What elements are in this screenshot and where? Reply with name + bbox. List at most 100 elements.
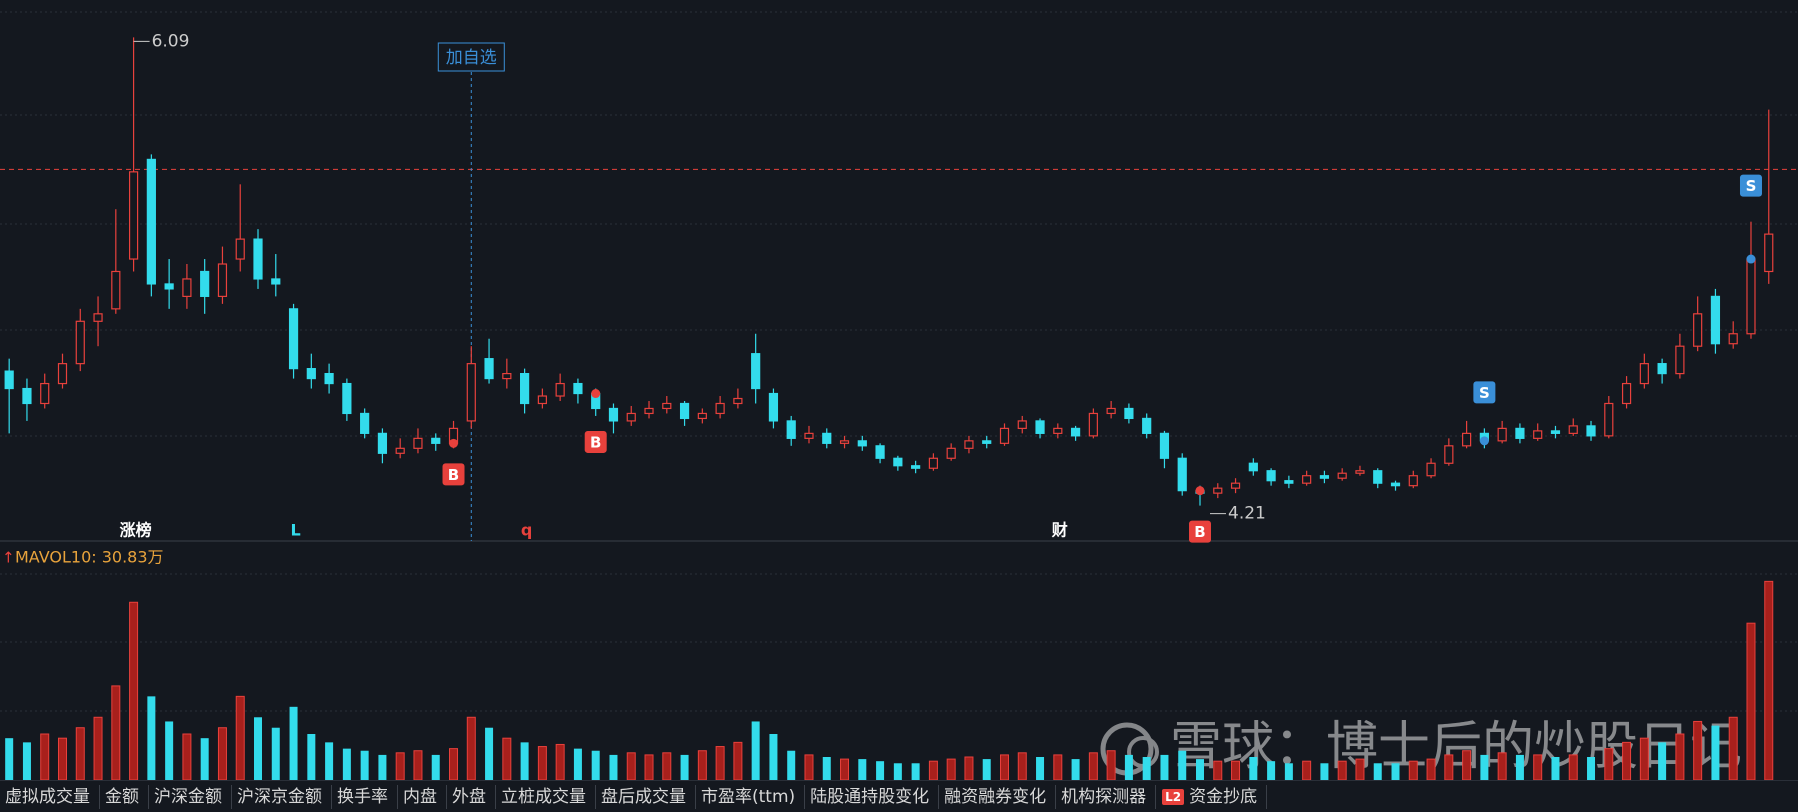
signal-label: B bbox=[1194, 523, 1205, 541]
candle-body bbox=[964, 440, 974, 449]
volume-bar bbox=[1658, 742, 1667, 780]
volume-bar bbox=[626, 752, 636, 780]
volume-bar bbox=[1515, 754, 1524, 780]
candle-body bbox=[360, 412, 370, 434]
volume-bar bbox=[111, 685, 121, 780]
volume-bar bbox=[217, 727, 227, 780]
volume-bar bbox=[1017, 752, 1027, 780]
grid bbox=[0, 11, 1798, 712]
candle-body bbox=[1319, 475, 1330, 479]
volume-bar bbox=[1036, 757, 1045, 780]
signal-badge bbox=[1739, 174, 1762, 197]
volume-bar bbox=[1551, 757, 1560, 780]
signal-badge bbox=[1189, 520, 1212, 543]
indicator-tab[interactable]: 换手率 bbox=[332, 784, 398, 809]
volume-bar bbox=[1302, 760, 1312, 780]
candle-body bbox=[1639, 363, 1649, 385]
indicator-tab[interactable]: 沪深金额 bbox=[149, 784, 232, 809]
volume-bar bbox=[1053, 754, 1063, 780]
volume-bar bbox=[946, 758, 956, 780]
indicator-tab[interactable]: 虚拟成交量 bbox=[0, 784, 100, 809]
volume-bar bbox=[1622, 741, 1632, 780]
candle-body bbox=[893, 457, 903, 467]
volume-bar bbox=[1284, 763, 1293, 780]
volume-bar bbox=[431, 754, 440, 780]
candle-body bbox=[93, 313, 103, 322]
indicator-tab[interactable]: 机构探测器 bbox=[1056, 784, 1157, 809]
candle-body bbox=[466, 363, 476, 422]
volume-bar bbox=[57, 737, 67, 780]
candle-body bbox=[1728, 333, 1738, 345]
indicator-tab[interactable]: 陆股通持股变化 bbox=[805, 784, 940, 809]
candle-body bbox=[857, 440, 867, 447]
volume-bar bbox=[1088, 752, 1098, 780]
signal-dot bbox=[1479, 436, 1489, 446]
indicator-tab[interactable]: 融资融券变化 bbox=[939, 784, 1057, 809]
signal-badge bbox=[442, 463, 465, 486]
candle-body bbox=[413, 437, 423, 449]
volume-bar bbox=[733, 741, 743, 780]
volume-bar bbox=[271, 727, 280, 780]
candle-body bbox=[1053, 427, 1063, 434]
candle-body bbox=[822, 432, 832, 444]
indicator-tab[interactable]: 盘后成交量 bbox=[596, 784, 696, 809]
volume-bar bbox=[1249, 757, 1258, 780]
volume-bar bbox=[165, 721, 174, 780]
indicator-tab[interactable]: 资金抄底 bbox=[1184, 784, 1268, 809]
volume-bar bbox=[697, 750, 707, 780]
volume-bar bbox=[342, 748, 351, 780]
candle-body bbox=[1657, 363, 1667, 375]
volume-bar bbox=[555, 743, 565, 780]
volume-bar bbox=[1693, 720, 1703, 780]
indicator-tabs: 虚拟成交量 金额 沪深金额 沪深京金额 换手率 内盘 外盘 立桩成交量 盘后成交量 市盈率(ttm… bbox=[0, 780, 1798, 812]
volume-bar bbox=[751, 721, 760, 780]
candle-body bbox=[1675, 345, 1685, 375]
indicator-tab[interactable]: 沪深京金额 bbox=[232, 784, 332, 809]
volume-bar bbox=[1444, 754, 1454, 780]
signal-dot bbox=[1746, 254, 1756, 264]
volume-bar bbox=[289, 706, 298, 780]
volume-bar bbox=[1533, 754, 1543, 780]
candle-body bbox=[111, 270, 121, 310]
candle-body bbox=[1550, 430, 1561, 434]
volume-bar bbox=[1746, 622, 1756, 780]
volume-bar bbox=[1462, 750, 1472, 780]
indicator-tab[interactable]: 立桩成交量 bbox=[496, 784, 596, 809]
candle-body bbox=[608, 407, 619, 422]
indicator-tab[interactable]: 市盈率(ttm) bbox=[696, 784, 806, 809]
signal-label: B bbox=[448, 466, 459, 484]
indicator-tab[interactable]: 金额 bbox=[100, 784, 149, 809]
candle-body bbox=[22, 387, 32, 405]
volume-bar bbox=[928, 760, 938, 780]
candle-body bbox=[1230, 482, 1241, 489]
candle-body bbox=[377, 432, 388, 454]
signal-dot bbox=[591, 389, 601, 399]
candle-body bbox=[1497, 427, 1507, 442]
candle-body bbox=[1604, 402, 1614, 437]
event-tag: q bbox=[521, 521, 532, 540]
candle-body bbox=[928, 457, 939, 469]
volume-bar bbox=[200, 738, 209, 780]
candle-body bbox=[288, 308, 299, 370]
indicator-tab[interactable]: 内盘 bbox=[398, 784, 447, 809]
candle-body bbox=[946, 447, 956, 459]
add-watchlist-box bbox=[437, 42, 505, 72]
volume-bar bbox=[982, 759, 991, 780]
tab-badge: L2 bbox=[1162, 788, 1185, 805]
signal-dot bbox=[449, 438, 459, 448]
volume-bar bbox=[1142, 757, 1151, 780]
candle-body bbox=[164, 283, 174, 290]
indicator-tab[interactable]: 外盘 bbox=[447, 784, 496, 809]
volume-bar bbox=[1267, 761, 1276, 780]
volume-bar bbox=[1071, 759, 1080, 780]
candle-body bbox=[733, 397, 743, 405]
volume-bar bbox=[573, 748, 582, 780]
candle-body bbox=[1373, 470, 1383, 484]
candle-body bbox=[1070, 427, 1081, 437]
candle-body bbox=[1621, 382, 1632, 405]
candle-body bbox=[768, 392, 779, 422]
candle-body bbox=[342, 382, 352, 415]
candle-body bbox=[520, 372, 530, 405]
candle-body bbox=[200, 270, 210, 297]
volume-bar bbox=[1728, 716, 1738, 780]
